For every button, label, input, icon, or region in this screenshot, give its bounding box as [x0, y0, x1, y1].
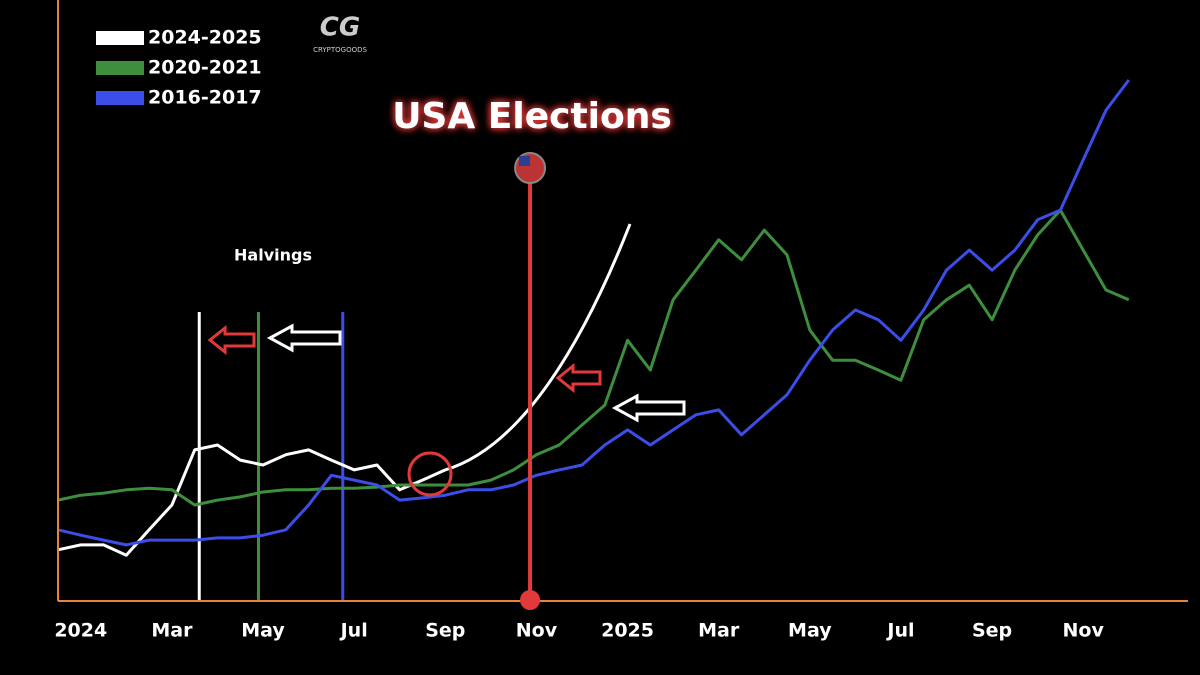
projection-curve: [444, 223, 632, 472]
legend-label: 2020-2021: [148, 57, 262, 79]
legend-swatch: [96, 61, 144, 75]
series-line: [57, 208, 1130, 507]
series-line: [57, 79, 1130, 547]
x-tick-label: Mar: [151, 620, 193, 642]
x-tick-label: Nov: [1063, 620, 1105, 642]
legend-swatch: [96, 31, 144, 45]
series-line: [57, 443, 446, 557]
flag-canton: [519, 156, 531, 166]
x-tick-label: Jul: [885, 620, 914, 642]
x-tick-label: 2025: [601, 620, 654, 642]
x-tick-label: Mar: [698, 620, 740, 642]
arrow: [266, 323, 342, 353]
legend-swatch: [96, 91, 144, 105]
chart-title: USA Elections: [392, 96, 672, 137]
x-tick-label: May: [241, 620, 285, 642]
election-dot: [520, 590, 541, 610]
arrow: [611, 393, 686, 423]
logo-subtitle: CRYPTOGOODS: [313, 46, 367, 54]
legend-label: 2016-2017: [148, 87, 262, 109]
legend-label: 2024-2025: [148, 27, 262, 49]
x-tick-label: Jul: [339, 620, 368, 642]
x-tick-label: Nov: [516, 620, 558, 642]
x-tick-label: May: [788, 620, 832, 642]
x-tick-label: Sep: [972, 620, 1012, 642]
plot-area: [57, 79, 1130, 600]
halvings-label: Halvings: [234, 246, 312, 265]
arrow: [207, 324, 256, 356]
logo: CG: [320, 13, 360, 43]
x-tick-label: 2024: [54, 620, 107, 642]
x-tick-label: Sep: [425, 620, 465, 642]
highlight-circle: [407, 451, 453, 497]
arrow: [555, 362, 602, 394]
